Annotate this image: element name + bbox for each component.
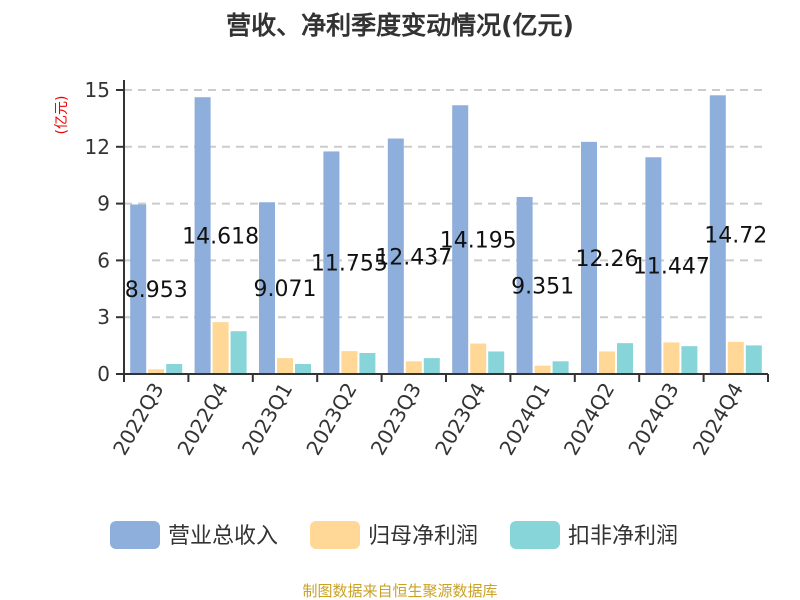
y-tick-label: 6 xyxy=(97,248,110,272)
bar-2 xyxy=(148,369,165,374)
legend-swatch xyxy=(310,521,360,549)
bar-3 xyxy=(359,352,376,374)
y-tick-label: 9 xyxy=(97,192,110,216)
bar-3 xyxy=(295,363,311,374)
legend-swatch xyxy=(510,521,560,549)
data-label: 14.72 xyxy=(704,224,767,249)
x-tick-label: 2022Q4 xyxy=(172,379,232,460)
data-label: 8.953 xyxy=(125,278,188,303)
data-label: 9.071 xyxy=(254,277,317,302)
y-tick-label: 0 xyxy=(97,362,110,386)
x-tick-label: 2023Q1 xyxy=(237,379,297,460)
bar-3 xyxy=(681,346,698,374)
bar-1 xyxy=(323,151,340,374)
bar-2 xyxy=(341,351,358,374)
legend-label: 扣非净利润 xyxy=(568,524,678,549)
y-tick-label: 15 xyxy=(85,78,110,102)
y-tick-label: 12 xyxy=(85,135,110,159)
bar-2 xyxy=(534,365,551,374)
bar-3 xyxy=(745,345,762,374)
x-tick-label: 2023Q2 xyxy=(301,379,361,460)
legend-label: 归母净利润 xyxy=(368,524,478,549)
data-label: 12.437 xyxy=(375,245,452,270)
bar-1 xyxy=(645,157,662,374)
legend-label: 营业总收入 xyxy=(168,524,278,549)
bar-1 xyxy=(130,204,147,374)
bar-3 xyxy=(488,351,505,374)
legend-swatch xyxy=(110,521,160,549)
bar-2 xyxy=(212,322,229,374)
bar-2 xyxy=(405,361,422,374)
bar-1 xyxy=(452,105,469,374)
data-label: 14.195 xyxy=(440,229,517,254)
x-tick-label: 2024Q2 xyxy=(559,379,619,460)
data-label: 12.26 xyxy=(576,247,639,272)
chart-title: 营收、净利季度变动情况(亿元) xyxy=(226,11,574,40)
footer-source: 制图数据来自恒生聚源数据库 xyxy=(302,582,497,600)
y-tick-label: 3 xyxy=(97,305,110,329)
x-tick-label: 2024Q3 xyxy=(623,379,683,460)
bar-3 xyxy=(617,343,633,374)
bar-2 xyxy=(663,342,680,374)
x-tick-label: 2024Q4 xyxy=(688,379,748,460)
data-label: 14.618 xyxy=(182,225,259,250)
x-tick-label: 2023Q4 xyxy=(430,379,490,460)
bar-3 xyxy=(423,358,440,374)
x-tick-label: 2022Q3 xyxy=(108,379,168,460)
bar-3 xyxy=(166,363,183,374)
bar-3 xyxy=(230,331,247,374)
bar-2 xyxy=(599,351,615,374)
bar-1 xyxy=(259,202,275,374)
bar-3 xyxy=(552,361,569,374)
data-label: 9.351 xyxy=(511,274,574,299)
bar-1 xyxy=(194,97,211,374)
bar-2 xyxy=(277,358,293,374)
bar-2 xyxy=(727,341,744,374)
bar-2 xyxy=(470,343,487,374)
x-tick-label: 2023Q3 xyxy=(366,379,426,460)
x-tick-label: 2024Q1 xyxy=(494,379,554,460)
bar-1 xyxy=(581,141,597,374)
bar-1 xyxy=(516,196,533,374)
y-axis-label: (亿元) xyxy=(54,96,70,135)
bar-1 xyxy=(709,95,726,374)
bar-1 xyxy=(387,138,404,374)
data-label: 11.447 xyxy=(633,255,710,280)
data-label: 11.755 xyxy=(311,252,388,277)
